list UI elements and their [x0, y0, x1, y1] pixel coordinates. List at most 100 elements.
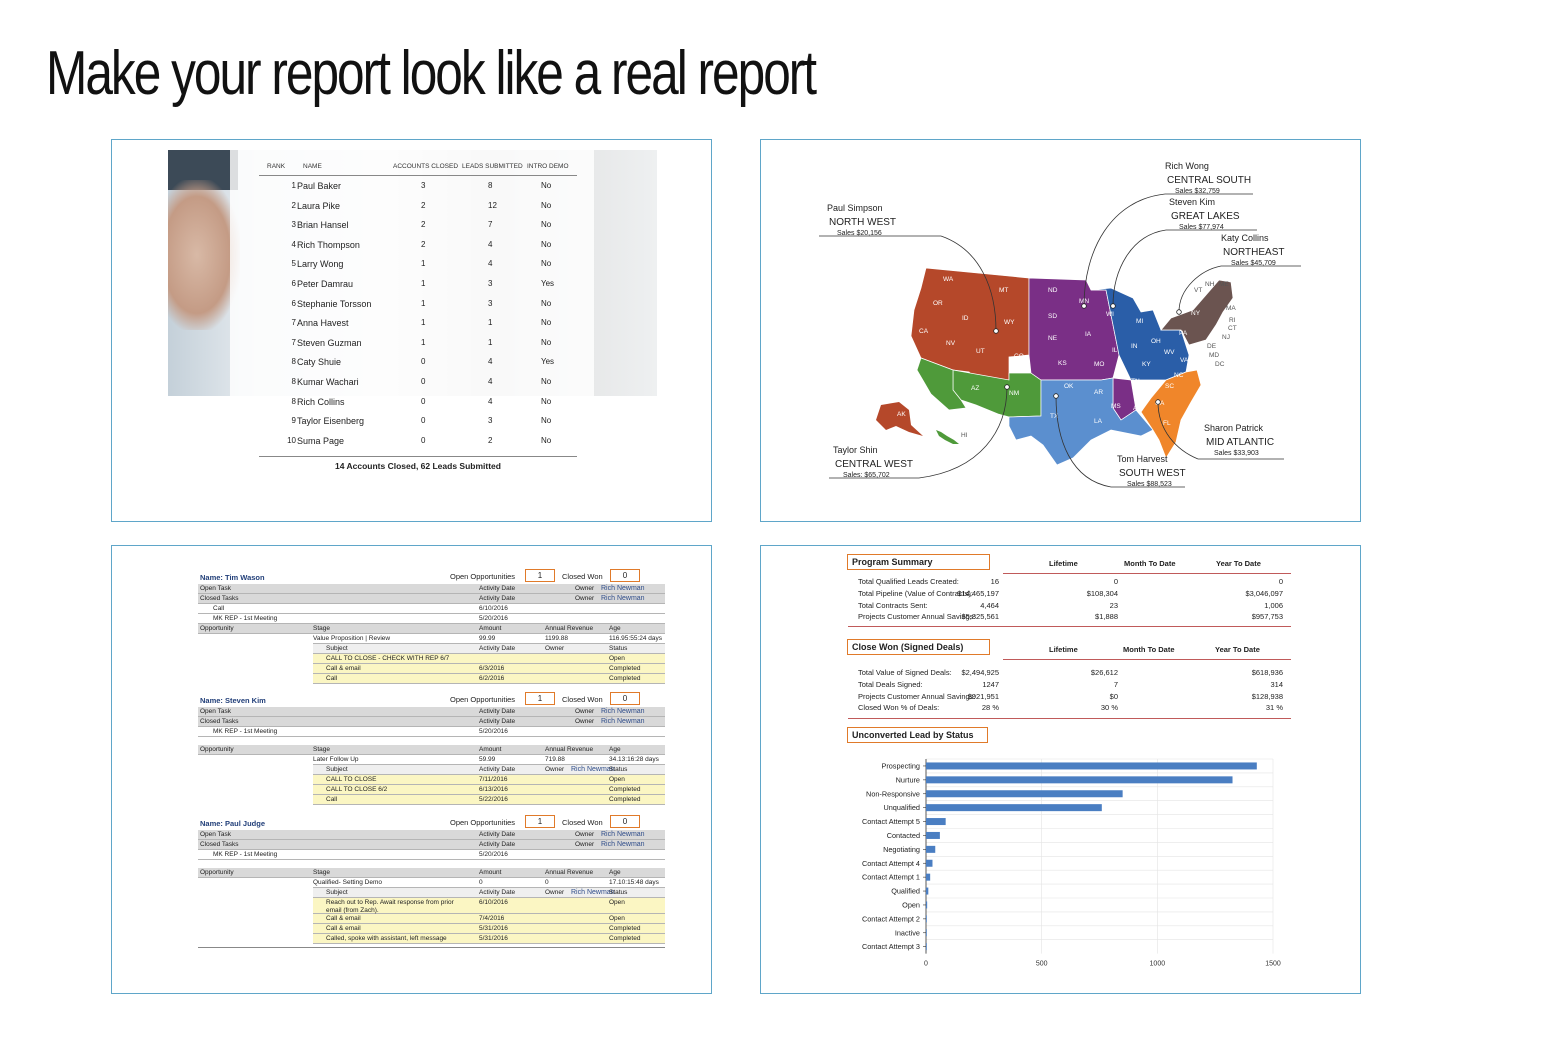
open-opps-count: 1: [525, 815, 555, 828]
demo-cell: No: [541, 396, 552, 406]
bar: [926, 915, 927, 923]
closed-won-count: 0: [610, 692, 640, 705]
activity-status: Completed: [609, 935, 641, 942]
callout-sales: Sales $88,523: [1127, 481, 1172, 488]
owner-name: Rich Newman: [601, 585, 645, 592]
summary-lifetime: 28 %: [981, 703, 999, 713]
callout-region: CENTRAL SOUTH: [1167, 175, 1251, 186]
activity-subject: Call & email: [326, 915, 361, 922]
activity-status: Completed: [609, 796, 641, 803]
callout-sales: Sales $45,709: [1231, 260, 1276, 267]
summary-lifetime: 4,464: [980, 600, 999, 610]
summary-mtd: $108,304: [1086, 588, 1118, 598]
region-great-lakes: [1090, 287, 1190, 381]
callout-dot: [1155, 399, 1161, 405]
rank-table-row: 8 Rich Collins 0 4 No: [259, 392, 577, 412]
summary-row: Total Value of Signed Deals: $2,494,925 $2…: [858, 668, 1283, 680]
summary-lifetime: $5,825,561: [961, 612, 999, 622]
region-mid-atlantic: [1140, 369, 1202, 459]
state-label-oh: OH: [1151, 338, 1161, 345]
subject-label: Subject: [326, 645, 348, 652]
category-label: Prospecting: [881, 761, 920, 770]
rank-table-row: 1 Paul Baker 3 8 No: [259, 176, 577, 196]
summary-ytd: 31 %: [1265, 703, 1283, 713]
summary-lifetime: $2,494,925: [961, 668, 999, 677]
summary-lifetime: $921,951: [967, 691, 999, 701]
unconverted-lead-chart: 0 500 1000 1500 Prospecting Nurture Non-Respon…: [862, 758, 1281, 968]
hawaii-shape: [936, 430, 959, 444]
activity-row: Call 6/2/2016 Completed: [313, 674, 665, 684]
open-opps-label: Open Opportunities: [450, 695, 516, 704]
open-task-row: Open Task Activity Date Owner Rich Newman: [198, 707, 665, 717]
name-cell: Rich Collins: [297, 396, 345, 407]
leads-cell: 7: [488, 220, 493, 230]
summary-row: Projects Customer Annual Savings: $5,825,…: [858, 612, 1283, 624]
opportunity-values: Qualified- Setting Demo 0 0 17.10:15:48 day…: [313, 878, 665, 888]
owner-label: Owner: [575, 841, 595, 848]
accounts-cell: 0: [421, 435, 426, 445]
close-won-title: Close Won (Signed Deals): [847, 639, 990, 655]
callout-person: Tom Harvest: [1117, 454, 1168, 464]
annual-revenue-value: 1199.88: [545, 635, 569, 642]
accounts-cell: 2: [421, 220, 426, 230]
rank-cell: 10: [287, 435, 296, 445]
rank-table-row: 5 Larry Wong 1 4 No: [259, 254, 577, 274]
bar: [926, 762, 1257, 770]
state-label-ny: NY: [1191, 310, 1201, 317]
summary-mtd: $1,888: [1095, 612, 1118, 622]
header-rank: RANK: [267, 163, 286, 170]
ps-col-ytd: Year To Date: [1216, 559, 1261, 568]
chart-title: Unconverted Lead by Status: [847, 727, 988, 743]
opportunity-values: Later Follow Up 59.99 719.88 34.13:16:28 da…: [313, 755, 665, 765]
closed-task-subject: MK REP - 1st Meeting: [213, 728, 278, 735]
name-cell: Caty Shuie: [297, 357, 342, 368]
region-south-west: [1008, 377, 1154, 466]
rank-table-row: 8 Kumar Wachari 0 4 No: [259, 372, 577, 392]
name-cell: Steven Guzman: [297, 337, 362, 348]
state-label-ar: AR: [1094, 389, 1103, 396]
activity-status: Completed: [609, 925, 641, 932]
callout-line: [1178, 265, 1222, 313]
state-label-il: IL: [1112, 347, 1118, 354]
report-sheet: [230, 144, 594, 514]
rank-cell: 5: [291, 259, 296, 269]
callout-dot: [993, 328, 999, 334]
owner-label: Owner: [545, 766, 565, 773]
name-cell: Larry Wong: [297, 259, 344, 270]
opportunity-label: Opportunity: [200, 625, 234, 632]
open-task-row: Open Task Activity Date Owner Rich Newman: [198, 584, 665, 594]
rank-table-row: 7 Anna Havest 1 1 No: [259, 313, 577, 333]
rank-table-row: 2 Laura Pike 2 12 No: [259, 196, 577, 216]
state-label-ca: CA: [919, 328, 929, 335]
callout-region: NORTH WEST: [829, 217, 896, 228]
summary-row: Total Deals Signed: 1247 7 314: [858, 680, 1283, 692]
demo-cell: No: [541, 200, 552, 210]
person-report: Name: Tim Wason Open Opportunities 1 Closed…: [198, 568, 665, 684]
leads-cell: 4: [488, 259, 493, 269]
accounts-cell: 0: [421, 396, 426, 406]
closed-task-date: 5/20/2016: [479, 728, 508, 735]
rank-table-row: 7 Steven Guzman 1 1 No: [259, 333, 577, 353]
summary-label: Projects Customer Annual Savings:: [858, 612, 976, 622]
summary-label: Projects Customer Annual Savings:: [858, 691, 976, 701]
state-label-ut: UT: [976, 348, 985, 355]
state-label-wv: WV: [1164, 349, 1175, 356]
task-label: Open Task: [200, 585, 231, 592]
closed-won-count: 0: [610, 569, 640, 582]
activity-subject: Call & email: [326, 665, 361, 672]
summary-ytd: $128,938: [1251, 691, 1283, 701]
name-cell: Suma Page: [297, 435, 345, 446]
callout-sales: Sales $77,974: [1179, 224, 1224, 231]
category-label: Contact Attempt 5: [862, 817, 920, 826]
state-label-tn: TN: [1131, 378, 1140, 385]
state-labels: WAORCAIDNVMTWYUTAZCONMNDSDNEKSOKTXMNIAMO…: [897, 276, 1237, 439]
state-label-fl: FL: [1163, 420, 1171, 427]
state-label-me: ME: [1219, 281, 1229, 288]
closed-task-subject: MK REP - 1st Meeting: [213, 851, 278, 858]
summary-label: Total Qualified Leads Created:: [858, 577, 959, 586]
activity-date-label: Activity Date: [479, 766, 516, 773]
callout-person: Rich Wong: [1165, 161, 1209, 171]
callout-region: NORTHEAST: [1223, 247, 1285, 258]
region-map-panel: WA OR CA ID NV MT WY UT AZ CO NM ND SD NE KS OK TX MN IA MO…: [760, 139, 1361, 522]
rank-cell: 3: [291, 220, 296, 230]
